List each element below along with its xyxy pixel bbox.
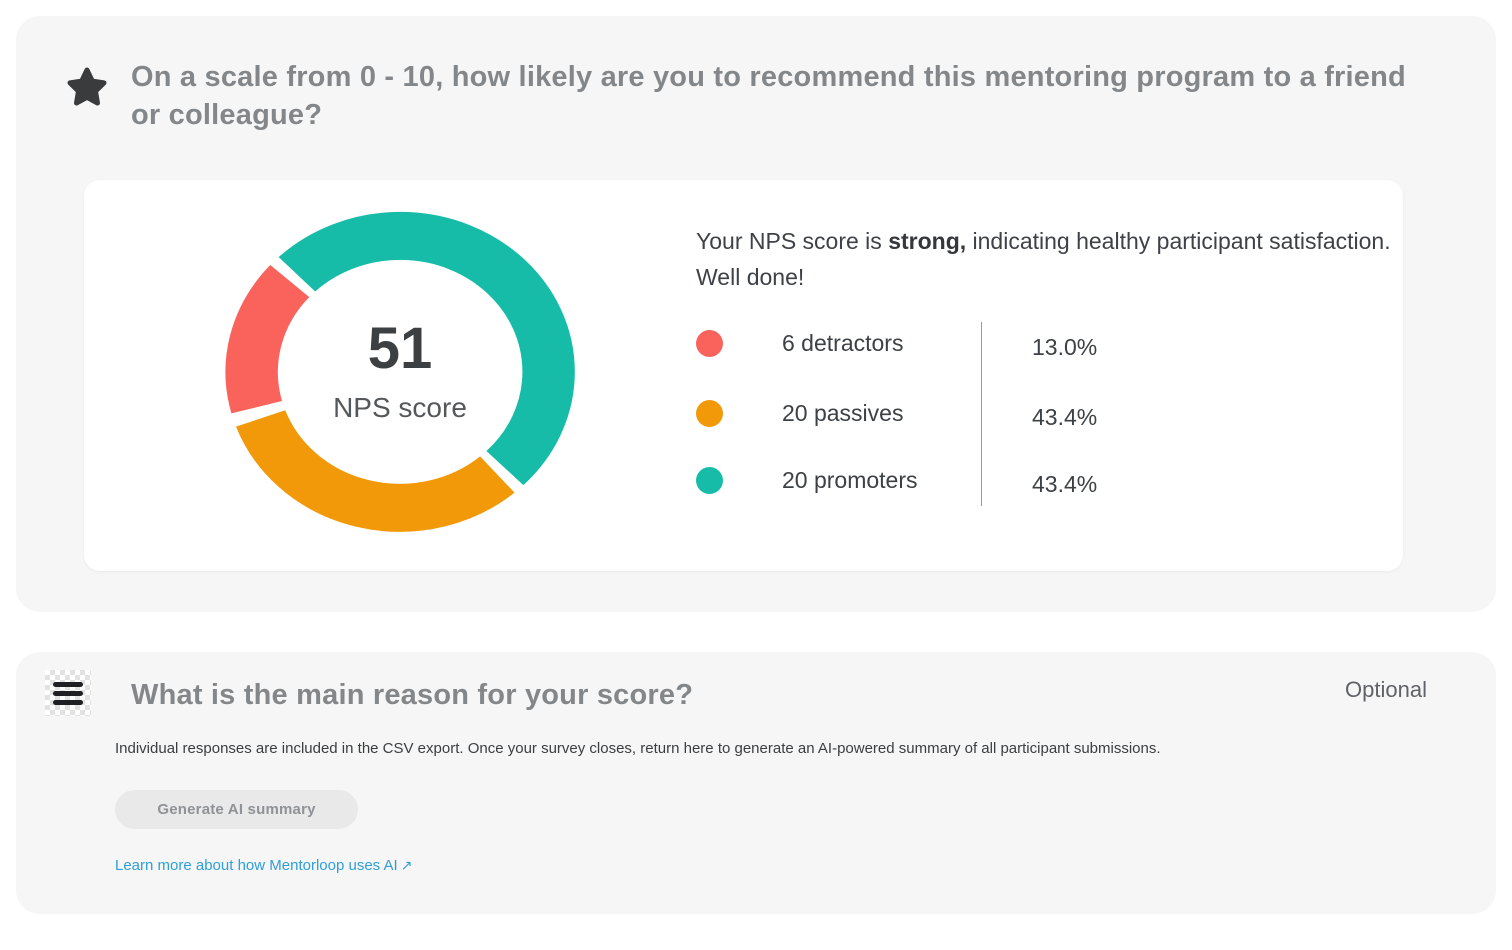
legend-percent: 43.4% xyxy=(1032,403,1098,430)
nps-summary-panel: Your NPS score is strong, indicating hea… xyxy=(696,180,1403,571)
question-description: Individual responses are included in the… xyxy=(115,740,1161,757)
legend-row-detractors: 6 detractors 13.0% xyxy=(696,326,1097,360)
nps-summary-text: Your NPS score is strong, indicating hea… xyxy=(696,228,1391,290)
question-title: On a scale from 0 - 10, how likely are y… xyxy=(131,61,1406,131)
donut-segment-detractors xyxy=(225,265,310,414)
donut-segments xyxy=(225,211,575,532)
star-icon xyxy=(66,66,108,106)
generate-ai-summary-button[interactable]: Generate AI summary xyxy=(115,790,358,829)
nps-question-card: On a scale from 0 - 10, how likely are y… xyxy=(16,16,1496,612)
question-title: What is the main reason for your score? xyxy=(131,679,694,711)
nps-results-card: 51 NPS score Your NPS score is strong, i… xyxy=(84,180,1403,571)
legend-divider xyxy=(981,322,982,506)
nps-donut-chart: 51 NPS score xyxy=(222,209,578,535)
legend-label: 20 promoters xyxy=(782,466,918,493)
legend-label: 20 passives xyxy=(782,399,904,426)
ai-info-link[interactable]: Learn more about how Mentorloop uses AI ↗ xyxy=(115,857,413,874)
donut-segment-promoters xyxy=(278,211,575,486)
nps-legend: 6 detractors 13.0% 20 passives 43.4% 20 … xyxy=(696,322,1216,506)
external-link-icon: ↗ xyxy=(400,857,413,873)
legend-percent: 13.0% xyxy=(1032,333,1098,360)
legend-percent: 43.4% xyxy=(1032,470,1098,497)
text-question-icon xyxy=(45,670,91,716)
legend-row-promoters: 20 promoters 43.4% xyxy=(696,463,1097,497)
passives-dot-icon xyxy=(696,399,723,427)
legend-row-passives: 20 passives 43.4% xyxy=(696,396,1097,430)
detractors-dot-icon xyxy=(696,329,723,357)
promoters-dot-icon xyxy=(696,466,723,494)
reason-question-card: What is the main reason for your score? … xyxy=(16,652,1496,914)
donut-segment-passives xyxy=(235,409,515,532)
optional-badge: Optional xyxy=(1345,677,1427,702)
legend-label: 6 detractors xyxy=(782,329,904,356)
